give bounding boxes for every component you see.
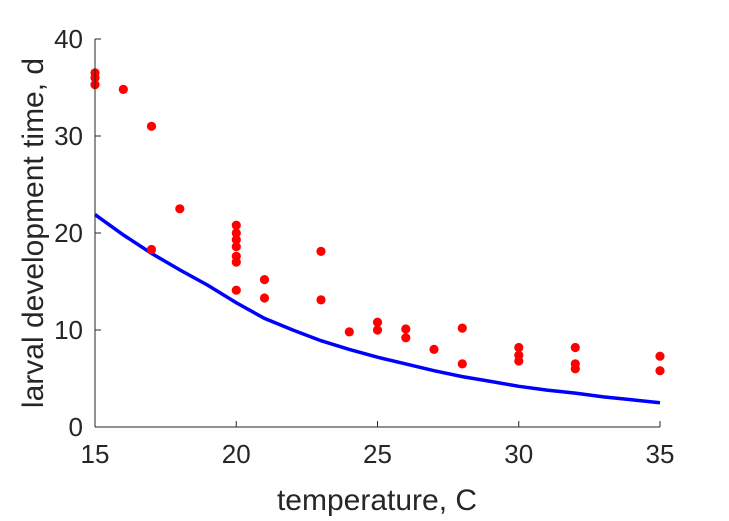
y-tick-label: 30 (54, 121, 83, 151)
data-point (655, 351, 665, 361)
data-point (372, 325, 383, 335)
data-point (259, 275, 270, 285)
data-point (118, 84, 128, 94)
fitted-curve (93, 213, 661, 405)
data-point (570, 364, 580, 374)
data-point (316, 246, 326, 256)
data-point (655, 366, 665, 376)
data-point (231, 285, 241, 295)
x-tick-label: 35 (646, 439, 675, 469)
data-point (146, 244, 157, 255)
data-point (401, 333, 411, 343)
y-tick-label: 0 (69, 412, 83, 442)
data-point (316, 295, 326, 305)
plot-area (90, 68, 665, 405)
data-point (259, 293, 270, 303)
data-point (344, 327, 354, 337)
data-point (401, 324, 411, 334)
x-tick-label: 25 (363, 439, 392, 469)
x-axis-label: temperature, C (277, 484, 477, 517)
data-point (146, 121, 157, 131)
data-point (514, 342, 524, 353)
y-axis-label: larval development time, d (17, 58, 50, 408)
data-point (231, 228, 241, 238)
data-point (514, 356, 524, 366)
data-point (231, 220, 241, 230)
y-tick-label: 40 (54, 24, 83, 54)
data-point (570, 342, 580, 353)
y-tick-label: 20 (54, 218, 83, 248)
data-point (231, 242, 241, 252)
data-point (429, 344, 439, 354)
y-tick-label: 10 (54, 315, 83, 345)
data-point (372, 317, 383, 327)
tick-labels: 15 20 25 30 35 0 10 20 30 40 (54, 24, 674, 469)
x-tick-label: 20 (222, 439, 251, 469)
data-point (231, 235, 241, 245)
x-tick-label: 15 (81, 439, 110, 469)
axes (94, 38, 661, 428)
data-point (231, 257, 241, 267)
x-tick-label: 30 (504, 439, 533, 469)
data-point (175, 204, 185, 214)
data-point (457, 359, 467, 369)
data-point (457, 323, 467, 333)
